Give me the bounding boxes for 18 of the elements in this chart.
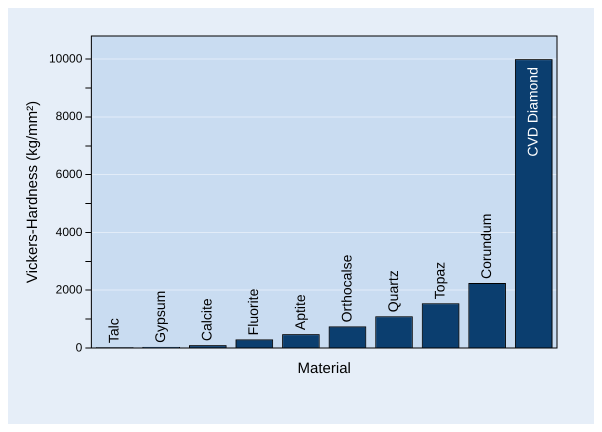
x-tick-label: Gypsum (152, 290, 168, 343)
x-tick-label: Talc (106, 318, 122, 344)
y-tick-label: 2000 (56, 282, 83, 297)
x-tick-label: Aptite (292, 294, 308, 330)
y-tick-label: 10000 (48, 51, 83, 66)
x-tick-label: Topaz (431, 262, 448, 300)
y-tick-label: 8000 (56, 109, 83, 124)
y-axis-title: Vickers-Hardness (kg/mm²) (24, 100, 42, 284)
y-tick-label: 6000 (56, 166, 83, 181)
y-tick-label: 0 (76, 340, 83, 354)
x-axis-title: Material (298, 360, 351, 378)
x-tick-label: Fluorite (245, 288, 262, 336)
x-tick-label: Corundum (478, 214, 494, 279)
x-tick-label: Quartz (384, 270, 401, 312)
x-tick-label: CVD Diamond (524, 67, 541, 157)
x-tick-label: Orthocalse (338, 254, 354, 322)
x-tick-label: Calcite (198, 298, 215, 342)
y-tick-label: 4000 (56, 224, 83, 239)
